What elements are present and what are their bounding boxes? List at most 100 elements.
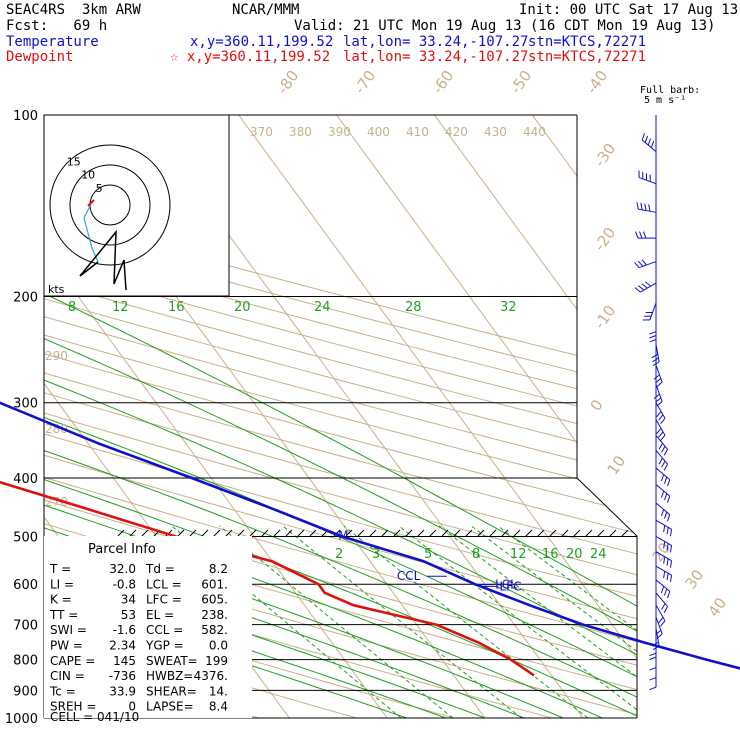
wind-barb-flag bbox=[666, 573, 669, 581]
pressure-label: 600 bbox=[13, 578, 38, 593]
hatch-mark bbox=[405, 529, 413, 537]
hatch-mark bbox=[201, 529, 209, 537]
wind-barb-flag bbox=[663, 449, 669, 456]
hatch-mark bbox=[369, 529, 377, 537]
wind-barb bbox=[655, 502, 671, 522]
wind-barb-flag bbox=[663, 463, 669, 471]
wind-barb-flag bbox=[655, 629, 662, 636]
mixing-ratio-line bbox=[398, 525, 637, 718]
isotherm-label: 10 bbox=[604, 452, 630, 478]
theta-label: 430 bbox=[484, 125, 507, 139]
wind-barb-shaft bbox=[655, 604, 666, 622]
dry-adiabat bbox=[44, 115, 637, 718]
hatch-mark bbox=[609, 529, 617, 537]
parcel-key: T = bbox=[49, 562, 71, 576]
wind-barb bbox=[653, 365, 663, 388]
wind-barb-shaft bbox=[655, 450, 668, 465]
wind-barb-flag bbox=[640, 202, 643, 210]
mixing-ratio-line bbox=[438, 525, 637, 718]
theta-label: 420 bbox=[445, 125, 468, 139]
parcel-key: LAPSE= bbox=[146, 700, 194, 714]
hatch-mark bbox=[429, 529, 437, 537]
parcel-key: Td = bbox=[145, 562, 175, 576]
wind-barb-shaft bbox=[638, 208, 657, 213]
wind-barb-flag bbox=[663, 571, 666, 579]
hatch-mark bbox=[117, 529, 125, 537]
mixing-ratio-label: 32 bbox=[500, 300, 517, 315]
wind-barb-flag bbox=[637, 260, 644, 267]
wind-barb-flag bbox=[656, 428, 662, 435]
parcel-value: -736 bbox=[109, 669, 136, 683]
wind-barb bbox=[655, 419, 666, 441]
isotherm-label: -30 bbox=[591, 140, 620, 170]
wind-barb-flag bbox=[663, 476, 668, 484]
wind-barb-flag bbox=[661, 445, 666, 453]
wind-barb-shaft bbox=[649, 302, 657, 321]
dry-adiabat bbox=[44, 115, 637, 718]
hatch-mark bbox=[261, 529, 269, 537]
wind-barb-flag bbox=[644, 135, 649, 143]
wind-barb-shaft bbox=[641, 139, 657, 152]
isotherm-label: -60 bbox=[429, 67, 458, 97]
dry-adiabat bbox=[44, 115, 637, 718]
parcel-key: EL = bbox=[146, 608, 174, 622]
wind-barb-shaft bbox=[655, 592, 668, 607]
isotherm-label: 0 bbox=[587, 396, 607, 414]
pressure-label: 500 bbox=[13, 530, 38, 545]
wind-barb-flag bbox=[649, 339, 657, 343]
dry-adiabat bbox=[44, 115, 637, 718]
isotherm-line bbox=[238, 115, 637, 718]
parcel-key: LFC = bbox=[146, 593, 182, 607]
wind-barb bbox=[655, 536, 673, 553]
org-title: NCAR/MMM bbox=[232, 2, 300, 18]
wind-barb bbox=[641, 133, 657, 152]
wind-barb-flag bbox=[644, 281, 652, 287]
theta-label: 380 bbox=[289, 125, 312, 139]
parcel-value: 33.9 bbox=[109, 684, 136, 698]
dewpoint-station: stn=KTCS,72271 bbox=[528, 49, 647, 65]
hatch-mark bbox=[513, 529, 521, 537]
theta-label: 370 bbox=[250, 125, 273, 139]
annotation-ccl: CCL bbox=[397, 569, 421, 583]
wind-barb-flag bbox=[636, 202, 639, 210]
theta-label: 390 bbox=[328, 125, 351, 139]
hatch-mark bbox=[525, 529, 533, 537]
wind-barb-shaft bbox=[638, 177, 657, 185]
dry-adiabat bbox=[44, 115, 637, 718]
hodograph-start bbox=[87, 199, 95, 207]
wind-barb-flag bbox=[649, 335, 657, 339]
temperature-station: stn=KTCS,72271 bbox=[528, 34, 647, 50]
parcel-value: 0 bbox=[128, 700, 136, 714]
hatch-mark bbox=[453, 529, 461, 537]
isotherm-label: 40 bbox=[705, 594, 731, 620]
mixing-ratio-label: 12 bbox=[112, 300, 129, 315]
hatch-mark bbox=[237, 529, 245, 537]
wind-barb-flag bbox=[634, 262, 640, 269]
dry-adiabat bbox=[44, 115, 637, 718]
hatch-mark bbox=[249, 529, 257, 537]
hodograph-box bbox=[43, 114, 230, 297]
parcel-value: 34 bbox=[121, 593, 136, 607]
hodograph-trace-low bbox=[83, 205, 99, 263]
wind-barb-flag bbox=[647, 138, 652, 146]
wind-barb-flag bbox=[660, 586, 665, 594]
annotation-lcl: LCL bbox=[495, 578, 517, 592]
wind-barb-shaft bbox=[655, 502, 671, 515]
wind-barb bbox=[655, 592, 669, 613]
wind-barb-flag bbox=[641, 259, 647, 266]
pressure-label: 400 bbox=[13, 472, 38, 487]
parcel-key: SHEAR= bbox=[146, 684, 197, 698]
wind-barb bbox=[655, 450, 669, 471]
temperature-xy: x,y=360.11,199.52 bbox=[190, 34, 334, 50]
wind-barb-flag bbox=[663, 606, 669, 613]
dry-adiabat bbox=[44, 115, 637, 718]
parcel-value: 53 bbox=[121, 608, 136, 622]
wind-barb-shaft bbox=[655, 419, 666, 436]
pressure-label: 800 bbox=[13, 654, 38, 669]
hatch-mark bbox=[501, 529, 509, 537]
hodograph-ring-label: 10 bbox=[81, 169, 95, 182]
hodograph-ring bbox=[69, 164, 151, 246]
pressure-label: 200 bbox=[13, 291, 38, 306]
